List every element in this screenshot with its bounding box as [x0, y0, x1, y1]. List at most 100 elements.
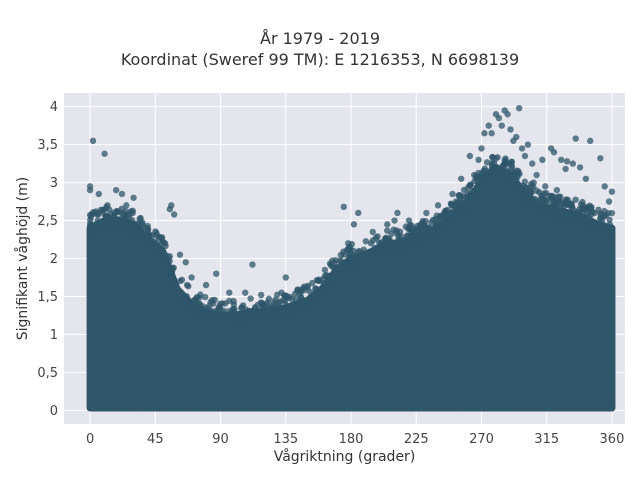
scatter-point [207, 307, 215, 315]
scatter-point [188, 400, 196, 407]
scatter-point [604, 228, 611, 235]
scatter-point [206, 302, 213, 309]
scatter-point [202, 281, 210, 289]
scatter-point [337, 257, 344, 264]
scatter-point [298, 298, 305, 305]
scatter-point [202, 319, 210, 326]
scatter-point [224, 316, 231, 323]
scatter-point [193, 293, 201, 301]
scatter-point [90, 396, 97, 403]
scatter-point [159, 240, 166, 247]
scatter-point [264, 299, 272, 306]
scatter-point [542, 189, 550, 197]
scatter-point [382, 247, 390, 255]
scatter-point [508, 163, 516, 170]
scatter-point [536, 189, 543, 196]
scatter-point [460, 397, 467, 404]
scatter-point [558, 156, 565, 164]
scatter-point [483, 398, 491, 405]
scatter-point [420, 399, 427, 406]
scatter-point [153, 232, 160, 239]
scatter-point [126, 231, 134, 238]
scatter-point [456, 204, 463, 211]
y-tick-label: 3,5 [37, 138, 58, 153]
scatter-point [524, 403, 531, 411]
scatter-point [521, 152, 529, 160]
scatter-point [395, 232, 402, 240]
scatter-point [404, 232, 411, 239]
scatter-point [601, 183, 608, 190]
scatter-point [210, 403, 218, 411]
scatter-point [508, 158, 515, 166]
scatter-point [321, 291, 328, 298]
scatter-point [514, 186, 521, 193]
scatter-point [259, 303, 266, 310]
scatter-point [328, 402, 336, 409]
scatter-point [174, 291, 181, 299]
scatter-point [474, 193, 481, 201]
scatter-point [230, 301, 238, 308]
scatter-point [183, 281, 191, 289]
scatter-point [292, 301, 300, 308]
scatter-point [594, 400, 602, 408]
y-tick-label: 2,5 [37, 214, 58, 229]
scatter-point [326, 284, 333, 292]
scatter-point [188, 274, 195, 281]
scatter-point [422, 235, 429, 242]
scatter-point [488, 130, 495, 137]
scatter-point [346, 251, 353, 258]
scatter-point [554, 200, 561, 207]
scatter-point [232, 397, 240, 404]
x-tick-label: 0 [86, 432, 94, 447]
scatter-point [590, 220, 598, 227]
scatter-point [475, 156, 482, 164]
scatter-point [502, 155, 509, 162]
scatter-point [386, 403, 394, 410]
scatter-point [282, 274, 289, 281]
scatter-point [104, 225, 111, 233]
scatter-point [405, 238, 413, 245]
scatter-point [383, 227, 391, 234]
scatter-point [442, 210, 449, 217]
scatter-point [458, 404, 466, 411]
scatter-point [530, 399, 537, 406]
scatter-point [374, 253, 382, 261]
scatter-point [199, 311, 207, 318]
scatter-point [469, 199, 476, 206]
scatter-point [485, 122, 492, 129]
scatter-point [278, 289, 285, 296]
scatter-point [529, 160, 536, 167]
scatter-point [433, 220, 440, 228]
scatter-point [572, 209, 579, 216]
scatter-point [101, 150, 108, 157]
scatter-point [352, 400, 359, 408]
scatter-point [589, 401, 597, 408]
scatter-point [92, 208, 100, 215]
scatter-point [364, 399, 371, 406]
scatter-point [272, 296, 279, 303]
scatter-point [87, 220, 94, 227]
scatter-point [187, 308, 194, 315]
scatter-point [415, 404, 423, 411]
x-tick-label: 225 [404, 432, 429, 447]
scatter-point [143, 245, 150, 252]
scatter-point [272, 307, 279, 315]
scatter-point [434, 403, 441, 410]
scatter-point [326, 279, 333, 286]
scatter-point [498, 172, 505, 179]
scatter-point [432, 215, 439, 223]
x-tick-label: 360 [600, 432, 625, 447]
scatter-point [321, 266, 329, 274]
scatter-point [334, 269, 341, 276]
scatter-point [393, 227, 400, 234]
scatter-point [581, 203, 588, 211]
scatter-point [180, 295, 187, 302]
scatter-point [223, 396, 231, 404]
scatter-point [503, 167, 511, 174]
scatter-point [140, 224, 148, 231]
scatter-point [582, 175, 590, 182]
y-tick-label: 1,5 [37, 290, 58, 305]
scatter-point [116, 398, 124, 405]
scatter-point [249, 261, 256, 268]
scatter-point [276, 312, 284, 319]
